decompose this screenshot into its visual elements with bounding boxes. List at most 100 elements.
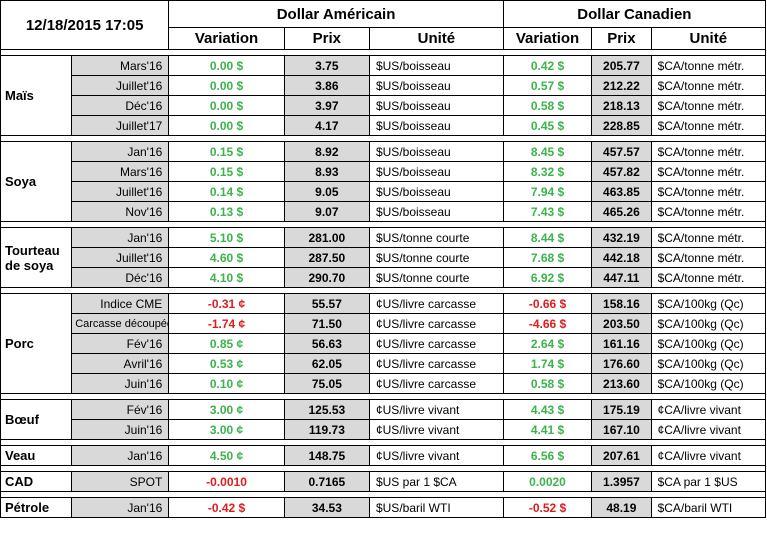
usd-price: 119.73 [283, 419, 370, 440]
contract-month: Nov'16 [71, 201, 170, 222]
cad-price: 432.19 [591, 227, 652, 248]
category-label: Tourteau de soya [0, 227, 73, 288]
usd-price: 3.86 [283, 75, 370, 96]
contract-month: Déc'16 [71, 95, 170, 116]
usd-price: 55.57 [283, 293, 370, 314]
cad-variation: 2.64 $ [502, 333, 593, 354]
usd-price: 8.92 [283, 141, 370, 162]
usd-unit: $US/boisseau [368, 115, 504, 136]
contract-month: Fév'16 [71, 399, 170, 420]
cad-group-header: Dollar Canadien [502, 0, 767, 28]
cad-unit: ¢CA/livre vivant [650, 445, 767, 466]
contract-month: Mars'16 [71, 161, 170, 182]
cad-variation: 8.32 $ [502, 161, 593, 182]
cad-price: 213.60 [591, 373, 652, 394]
usd-variation: -0.42 $ [168, 497, 285, 518]
cad-variation: -0.52 $ [502, 497, 593, 518]
usd-unit: $US/tonne courte [368, 267, 504, 288]
cad-variation: 8.44 $ [502, 227, 593, 248]
usd-price: 0.7165 [283, 471, 370, 492]
usd-variation: 5.10 $ [168, 227, 285, 248]
cad-unit: $CA/tonne métr. [650, 227, 767, 248]
usd-variation: -0.31 ¢ [168, 293, 285, 314]
cad-unit: ¢CA/livre vivant [650, 399, 767, 420]
usd-price: 290.70 [283, 267, 370, 288]
usd-price: 4.17 [283, 115, 370, 136]
cad-unit: $CA/tonne métr. [650, 55, 767, 76]
usd-price: 62.05 [283, 353, 370, 374]
contract-month: Juin'16 [71, 373, 170, 394]
usd-variation: 0.15 $ [168, 161, 285, 182]
cad-variation: 0.58 $ [502, 373, 593, 394]
usd-variation: 0.00 $ [168, 55, 285, 76]
cad-variation: 8.45 $ [502, 141, 593, 162]
cad-variation: 1.74 $ [502, 353, 593, 374]
usd-unit: $US/boisseau [368, 201, 504, 222]
usd-variation: 4.60 $ [168, 247, 285, 268]
contract-month: Juillet'16 [71, 181, 170, 202]
table-row: Nov'16 0.13 $9.07 $US/boisseau 7.43 $465.26… [1, 201, 767, 222]
header-row-columns: Variation Prix Unité Variation Prix Unit… [1, 27, 767, 50]
usd-unit: ¢US/livre carcasse [368, 373, 504, 394]
category-label: Porc [0, 293, 73, 394]
cad-unit: $CA/100kg (Qc) [650, 353, 767, 374]
table-row: Maïs Mars'16 0.00 $3.75 $US/boisseau 0.42 $2… [0, 55, 767, 136]
cad-variation-header: Variation [502, 27, 593, 50]
contract-month: Juillet'16 [71, 247, 170, 268]
usd-variation: 4.10 $ [168, 267, 285, 288]
cad-unit: ¢CA/livre vivant [650, 419, 767, 440]
cad-price: 447.11 [591, 267, 652, 288]
cad-unit: $CA/tonne métr. [650, 115, 767, 136]
cad-unit: $CA/tonne métr. [650, 267, 767, 288]
usd-variation: 3.00 ¢ [168, 399, 285, 420]
contract-month: Jan'16 [71, 497, 170, 518]
cad-price: 161.16 [591, 333, 652, 354]
table-row: Juillet'16 0.14 $9.05 $US/boisseau 7.94 $46… [1, 181, 767, 202]
cad-variation: 0.58 $ [502, 95, 593, 116]
cad-unit: $CA par 1 $US [650, 471, 767, 492]
contract-month: SPOT [71, 471, 170, 492]
cad-unit-header: Unité [650, 27, 767, 50]
usd-variation: 0.14 $ [168, 181, 285, 202]
table-row: Juin'16 0.10 ¢ 75.05 ¢US/livre carcasse 0.58… [1, 373, 767, 394]
usd-unit-header: Unité [368, 27, 504, 50]
usd-variation-header: Variation [168, 27, 285, 50]
usd-price: 281.00 [283, 227, 370, 248]
cad-unit: $CA/100kg (Qc) [650, 313, 767, 334]
cad-price: 158.16 [591, 293, 652, 314]
cad-variation: 0.0020 [502, 471, 593, 492]
cad-variation: 4.41 $ [502, 419, 593, 440]
usd-unit: ¢US/livre vivant [368, 445, 504, 466]
table-row: Carcasse découpée -1.74 ¢ 71.50 ¢US/livre c… [1, 313, 767, 334]
cad-price: 457.82 [591, 161, 652, 182]
usd-variation: 4.50 ¢ [168, 445, 285, 466]
usd-group-header: Dollar Américain [168, 0, 504, 28]
cad-price-header: Prix [591, 27, 652, 50]
usd-variation: 0.15 $ [168, 141, 285, 162]
contract-month: Avril'16 [71, 353, 170, 374]
contract-month: Jan'16 [71, 141, 170, 162]
cad-variation: 7.94 $ [502, 181, 593, 202]
table-row: Mars'16 0.15 $8.93 $US/boisseau 8.32 $457.8… [1, 161, 767, 182]
contract-month: Juillet'16 [71, 75, 170, 96]
usd-variation: 0.00 $ [168, 95, 285, 116]
usd-variation: -1.74 ¢ [168, 313, 285, 334]
usd-price: 287.50 [283, 247, 370, 268]
table-row: Juillet'16 4.60 $287.50 $US/tonne courte 7.… [1, 247, 767, 268]
usd-unit: $US/boisseau [368, 55, 504, 76]
cad-variation: -4.66 $ [502, 313, 593, 334]
cad-unit: $CA/100kg (Qc) [650, 293, 767, 314]
cad-unit: $CA/100kg (Qc) [650, 333, 767, 354]
contract-month: Carcasse découpée [71, 313, 170, 334]
cad-unit: $CA/tonne métr. [650, 247, 767, 268]
table-row: Juillet'17 0.00 $4.17 $US/boisseau 0.45 $22… [1, 115, 767, 136]
category-label: CAD [0, 471, 73, 492]
usd-unit: ¢US/livre vivant [368, 419, 504, 440]
cad-price: 212.22 [591, 75, 652, 96]
cad-price: 167.10 [591, 419, 652, 440]
usd-price: 3.97 [283, 95, 370, 116]
usd-unit: $US/boisseau [368, 161, 504, 182]
contract-month: Juin'16 [71, 419, 170, 440]
usd-price: 9.07 [283, 201, 370, 222]
